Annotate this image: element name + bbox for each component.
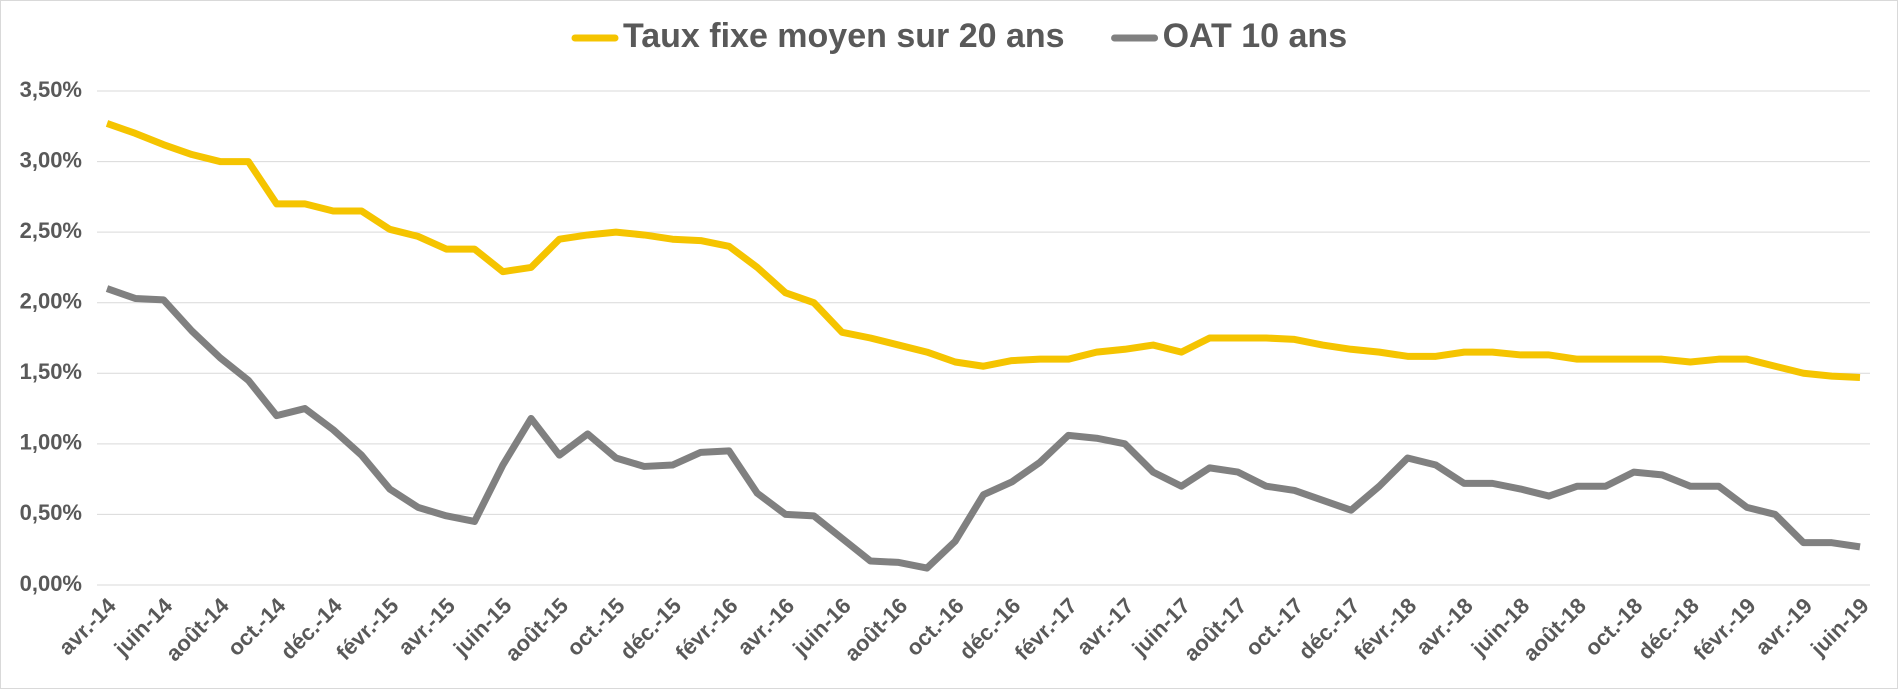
- y-tick-label: 1,00%: [20, 430, 82, 455]
- y-tick-label: 2,50%: [20, 218, 82, 243]
- y-tick-label: 2,00%: [20, 289, 82, 314]
- legend-label: OAT 10 ans: [1163, 17, 1348, 55]
- legend-label: Taux fixe moyen sur 20 ans: [623, 17, 1065, 55]
- y-tick-label: 0,00%: [20, 571, 82, 596]
- y-tick-label: 1,50%: [20, 359, 82, 384]
- y-tick-label: 0,50%: [20, 500, 82, 525]
- y-tick-label: 3,00%: [20, 147, 82, 172]
- line-series: [105, 120, 1861, 382]
- y-tick-label: 3,50%: [20, 77, 82, 102]
- line-series: [105, 285, 1861, 572]
